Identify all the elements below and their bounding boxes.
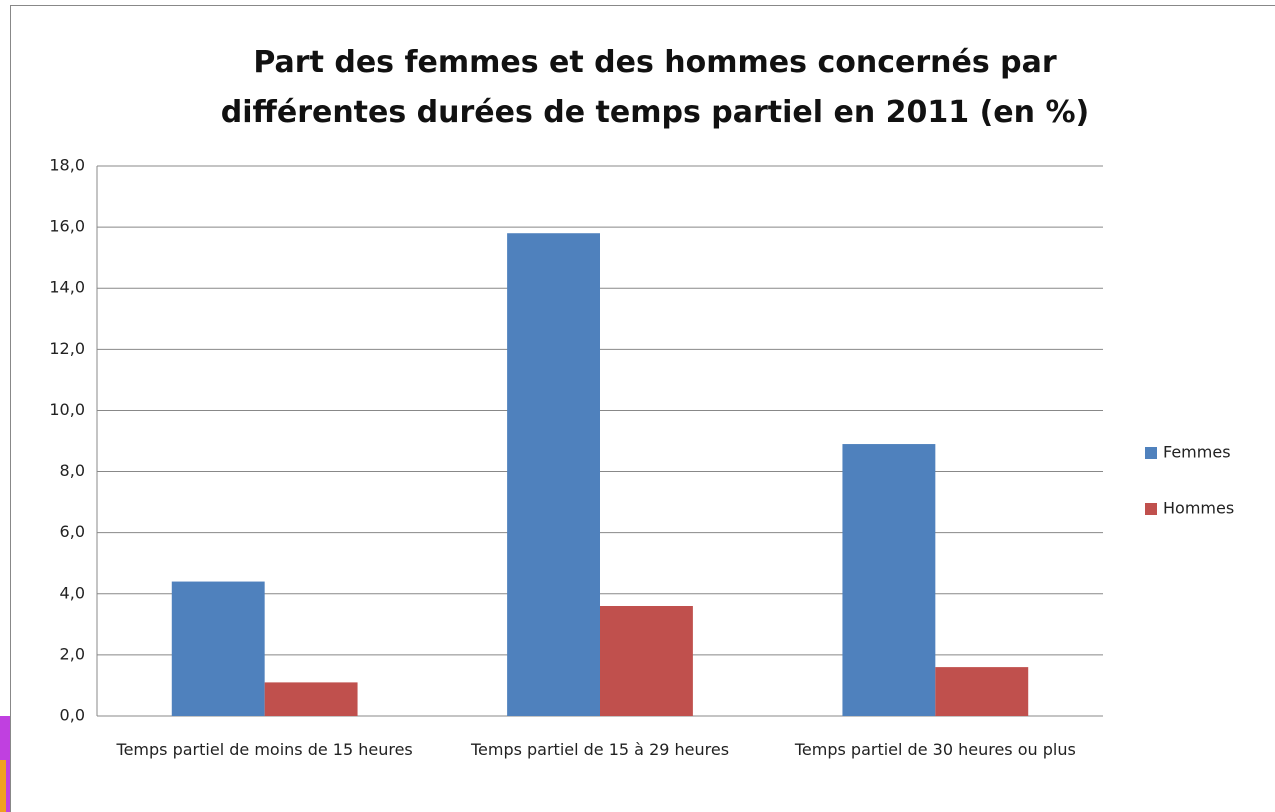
- y-tick-label: 10,0: [49, 400, 85, 419]
- legend-label: Femmes: [1163, 443, 1231, 462]
- y-tick-label: 2,0: [60, 644, 85, 663]
- y-tick-label: 18,0: [49, 156, 85, 175]
- y-tick-label: 16,0: [49, 217, 85, 236]
- y-tick-label: 0,0: [60, 706, 85, 725]
- bar: [507, 233, 600, 716]
- bar: [842, 444, 936, 716]
- x-tick-label: Temps partiel de 30 heures ou plus: [794, 740, 1076, 759]
- y-tick-label: 4,0: [60, 583, 85, 602]
- x-tick-label: Temps partiel de 15 à 29 heures: [470, 740, 730, 759]
- bar: [600, 606, 693, 716]
- y-tick-label: 6,0: [60, 522, 85, 541]
- bar: [264, 682, 358, 716]
- legend-label: Hommes: [1163, 499, 1234, 518]
- bar: [935, 667, 1029, 716]
- y-tick-label: 12,0: [49, 339, 85, 358]
- chart-title: Part des femmes et des hommes concernés …: [220, 45, 1090, 130]
- legend-swatch: [1145, 503, 1157, 515]
- legend-swatch: [1145, 447, 1157, 459]
- corner-decoration: [0, 760, 6, 812]
- bar: [171, 581, 265, 716]
- x-tick-label: Temps partiel de moins de 15 heures: [116, 740, 413, 759]
- y-tick-label: 14,0: [49, 278, 85, 297]
- y-tick-label: 8,0: [60, 461, 85, 480]
